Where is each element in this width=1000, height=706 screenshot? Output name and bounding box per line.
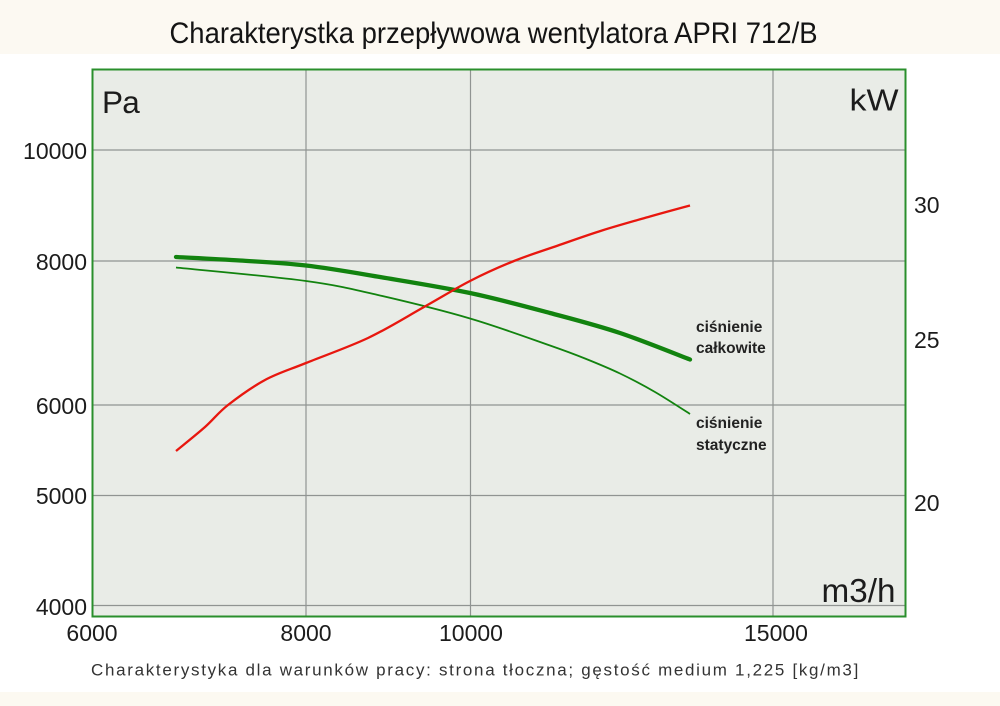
svg-text:10000: 10000 (439, 620, 503, 646)
svg-text:całkowite: całkowite (696, 340, 766, 357)
svg-text:ciśnienie: ciśnienie (696, 319, 763, 336)
svg-text:Charakterystka przepływowa wen: Charakterystka przepływowa wentylatora A… (170, 17, 818, 50)
svg-text:30: 30 (914, 192, 940, 218)
svg-text:8000: 8000 (36, 249, 87, 275)
svg-text:Pa: Pa (102, 84, 140, 120)
svg-text:5000: 5000 (36, 483, 87, 509)
svg-text:20: 20 (914, 490, 940, 516)
svg-text:statyczne: statyczne (696, 437, 767, 454)
svg-text:ciśnienie: ciśnienie (696, 415, 763, 432)
svg-text:6000: 6000 (66, 620, 117, 646)
svg-text:4000: 4000 (36, 594, 87, 620)
svg-text:8000: 8000 (280, 620, 331, 646)
svg-text:m3/h: m3/h (822, 572, 896, 609)
svg-text:15000: 15000 (744, 620, 808, 646)
svg-text:6000: 6000 (36, 393, 87, 419)
svg-text:kW: kW (850, 83, 900, 118)
svg-text:Charakterystyka dla warunków p: Charakterystyka dla warunków pracy: stro… (91, 661, 860, 680)
svg-text:25: 25 (914, 327, 940, 353)
svg-text:10000: 10000 (23, 138, 87, 164)
